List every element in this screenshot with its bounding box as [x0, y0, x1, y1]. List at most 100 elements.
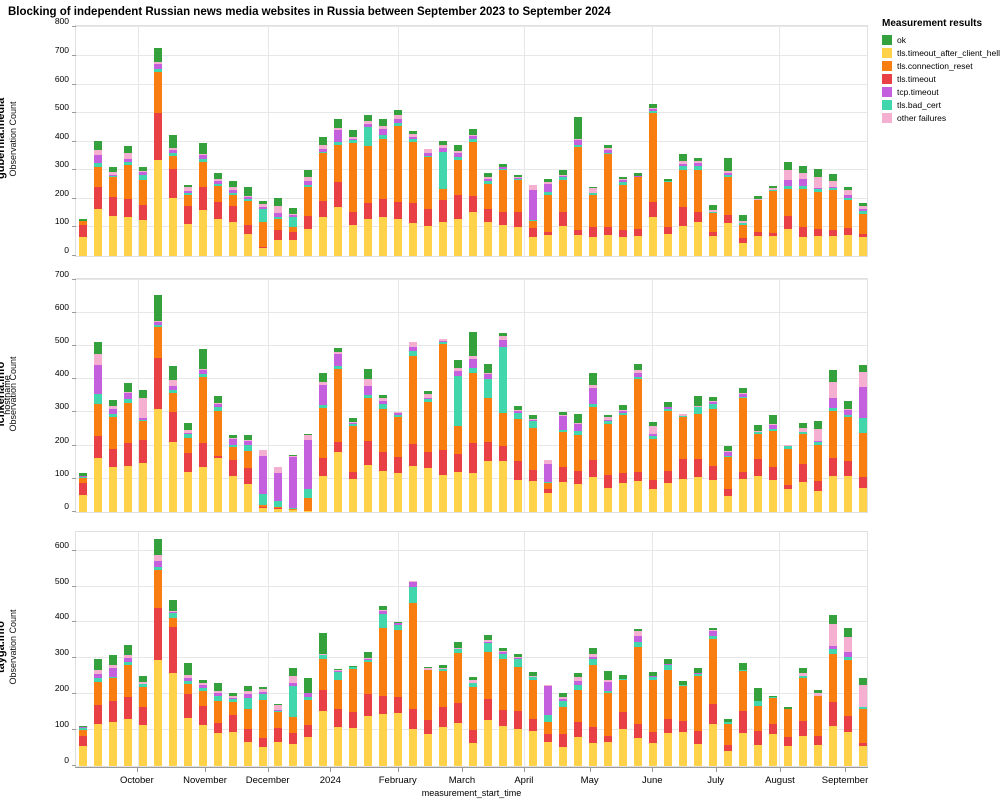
stacked-bar[interactable] [124, 146, 132, 256]
stacked-bar[interactable] [724, 157, 732, 256]
stacked-bar[interactable] [169, 135, 177, 256]
stacked-bar[interactable] [679, 680, 687, 766]
stacked-bar[interactable] [739, 663, 747, 766]
stacked-bar[interactable] [784, 161, 792, 256]
stacked-bar[interactable] [124, 645, 132, 766]
stacked-bar[interactable] [454, 360, 462, 512]
stacked-bar[interactable] [574, 414, 582, 512]
stacked-bar[interactable] [544, 178, 552, 256]
stacked-bar[interactable] [334, 119, 342, 256]
stacked-bar[interactable] [694, 158, 702, 256]
stacked-bar[interactable] [604, 415, 612, 512]
stacked-bar[interactable] [589, 186, 597, 256]
stacked-bar[interactable] [439, 665, 447, 766]
stacked-bar[interactable] [859, 203, 867, 256]
stacked-bar[interactable] [409, 580, 417, 766]
stacked-bar[interactable] [514, 405, 522, 512]
stacked-bar[interactable] [184, 663, 192, 766]
stacked-bar[interactable] [724, 445, 732, 512]
stacked-bar[interactable] [109, 654, 117, 766]
stacked-bar[interactable] [664, 659, 672, 766]
stacked-bar[interactable] [589, 647, 597, 766]
stacked-bar[interactable] [94, 140, 102, 256]
stacked-bar[interactable] [379, 394, 387, 512]
stacked-bar[interactable] [529, 671, 537, 766]
stacked-bar[interactable] [739, 387, 747, 512]
stacked-bar[interactable] [619, 675, 627, 766]
stacked-bar[interactable] [634, 628, 642, 766]
stacked-bar[interactable] [769, 414, 777, 512]
stacked-bar[interactable] [154, 295, 162, 512]
stacked-bar[interactable] [199, 143, 207, 256]
stacked-bar[interactable] [229, 435, 237, 512]
stacked-bar[interactable] [499, 333, 507, 512]
stacked-bar[interactable] [169, 599, 177, 766]
stacked-bar[interactable] [814, 169, 822, 256]
stacked-bar[interactable] [649, 671, 657, 766]
stacked-bar[interactable] [199, 349, 207, 512]
stacked-bar[interactable] [364, 651, 372, 766]
stacked-bar[interactable] [334, 668, 342, 766]
stacked-bar[interactable] [154, 538, 162, 766]
stacked-bar[interactable] [484, 364, 492, 512]
stacked-bar[interactable] [574, 672, 582, 766]
stacked-bar[interactable] [619, 176, 627, 256]
stacked-bar[interactable] [604, 144, 612, 256]
stacked-bar[interactable] [859, 678, 867, 766]
stacked-bar[interactable] [244, 435, 252, 512]
stacked-bar[interactable] [829, 615, 837, 766]
stacked-bar[interactable] [469, 677, 477, 766]
stacked-bar[interactable] [694, 395, 702, 512]
stacked-bar[interactable] [559, 170, 567, 256]
stacked-bar[interactable] [424, 390, 432, 512]
stacked-bar[interactable] [769, 696, 777, 766]
stacked-bar[interactable] [814, 689, 822, 766]
stacked-bar[interactable] [94, 342, 102, 512]
stacked-bar[interactable] [334, 347, 342, 512]
stacked-bar[interactable] [799, 166, 807, 256]
stacked-bar[interactable] [439, 141, 447, 256]
stacked-bar[interactable] [814, 421, 822, 512]
stacked-bar[interactable] [349, 666, 357, 766]
stacked-bar[interactable] [844, 186, 852, 256]
stacked-bar[interactable] [109, 400, 117, 512]
stacked-bar[interactable] [304, 434, 312, 512]
stacked-bar[interactable] [289, 455, 297, 512]
stacked-bar[interactable] [439, 339, 447, 512]
stacked-bar[interactable] [289, 668, 297, 766]
stacked-bar[interactable] [469, 129, 477, 256]
stacked-bar[interactable] [649, 104, 657, 256]
stacked-bar[interactable] [319, 632, 327, 766]
stacked-bar[interactable] [499, 163, 507, 256]
stacked-bar[interactable] [514, 175, 522, 256]
stacked-bar[interactable] [709, 397, 717, 512]
stacked-bar[interactable] [199, 680, 207, 766]
stacked-bar[interactable] [544, 684, 552, 766]
stacked-bar[interactable] [259, 450, 267, 512]
stacked-bar[interactable] [364, 114, 372, 256]
stacked-bar[interactable] [829, 173, 837, 256]
stacked-bar[interactable] [424, 667, 432, 766]
stacked-bar[interactable] [619, 404, 627, 512]
stacked-bar[interactable] [529, 184, 537, 256]
stacked-bar[interactable] [799, 668, 807, 766]
stacked-bar[interactable] [544, 459, 552, 512]
stacked-bar[interactable] [394, 621, 402, 766]
stacked-bar[interactable] [754, 196, 762, 256]
stacked-bar[interactable] [409, 342, 417, 512]
stacked-bar[interactable] [379, 606, 387, 766]
stacked-bar[interactable] [214, 682, 222, 766]
stacked-bar[interactable] [409, 130, 417, 256]
stacked-bar[interactable] [724, 719, 732, 766]
stacked-bar[interactable] [859, 365, 867, 512]
stacked-bar[interactable] [184, 422, 192, 512]
stacked-bar[interactable] [454, 145, 462, 256]
stacked-bar[interactable] [484, 172, 492, 256]
stacked-bar[interactable] [274, 704, 282, 766]
stacked-bar[interactable] [829, 369, 837, 512]
stacked-bar[interactable] [844, 627, 852, 766]
stacked-bar[interactable] [79, 218, 87, 256]
stacked-bar[interactable] [709, 627, 717, 766]
stacked-bar[interactable] [319, 372, 327, 512]
stacked-bar[interactable] [469, 332, 477, 512]
